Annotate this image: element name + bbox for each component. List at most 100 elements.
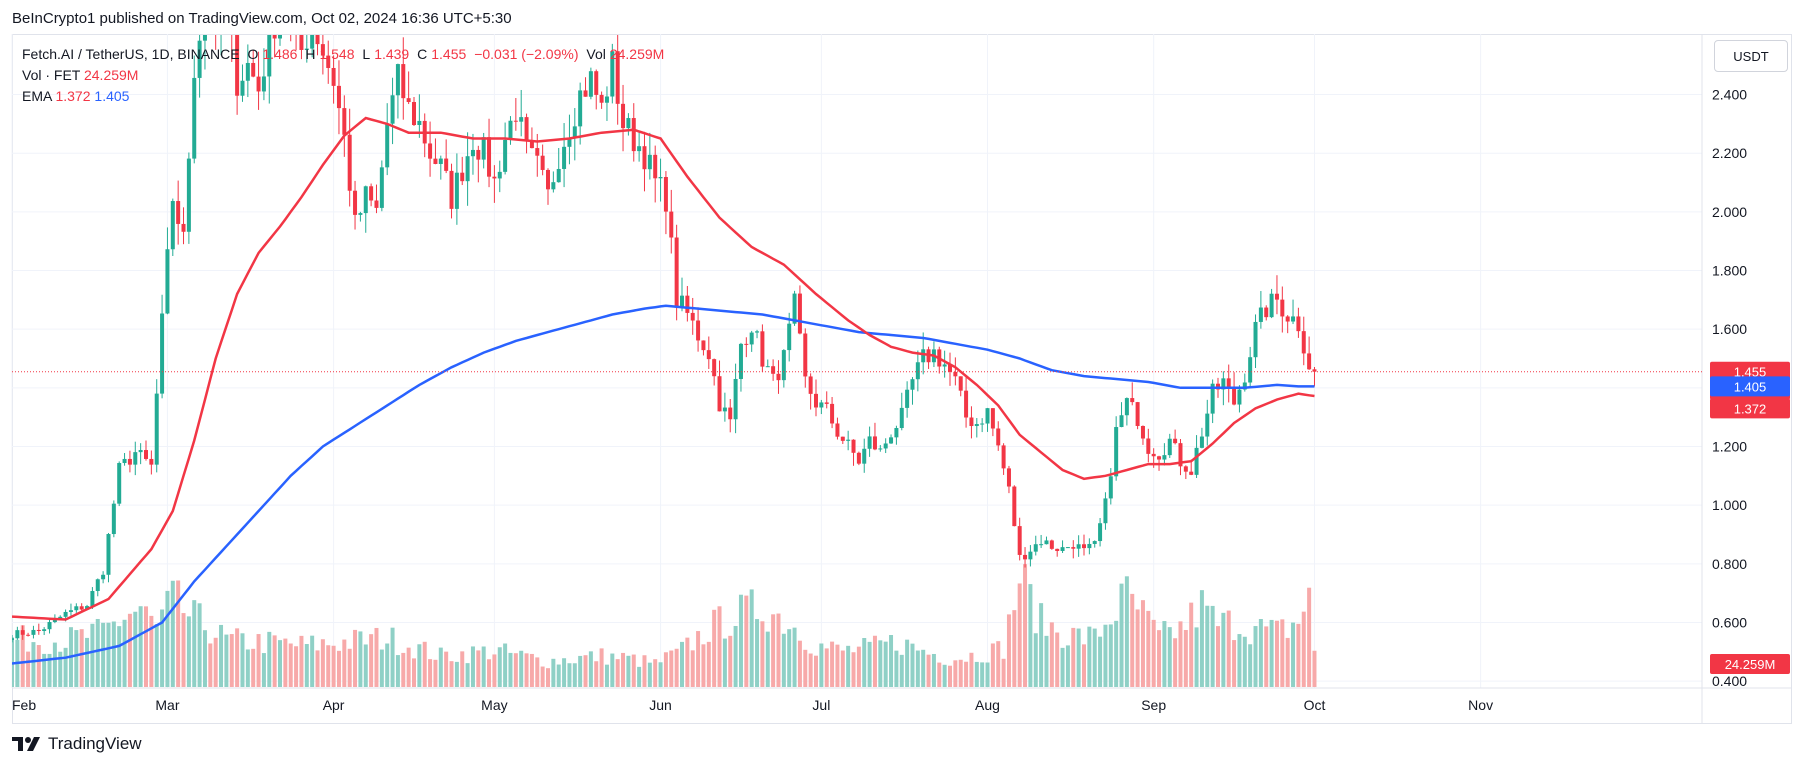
candle-body[interactable]: [722, 407, 727, 412]
candle-body[interactable]: [304, 48, 309, 50]
candle-body[interactable]: [20, 630, 25, 635]
candle-body[interactable]: [840, 436, 845, 441]
candle-body[interactable]: [374, 200, 379, 208]
candle-body[interactable]: [492, 176, 497, 179]
candle-body[interactable]: [63, 611, 68, 617]
candle-body[interactable]: [117, 463, 122, 504]
candle-body[interactable]: [733, 378, 738, 420]
candle-body[interactable]: [1071, 547, 1076, 549]
candle-body[interactable]: [615, 51, 620, 104]
candle-body[interactable]: [905, 389, 910, 408]
candle-body[interactable]: [1087, 543, 1092, 549]
candle-body[interactable]: [497, 171, 502, 179]
candle-body[interactable]: [712, 359, 717, 377]
candle-body[interactable]: [214, 34, 218, 35]
candle-body[interactable]: [728, 407, 733, 420]
candle-body[interactable]: [385, 123, 390, 168]
candle-body[interactable]: [111, 503, 116, 535]
candle-body[interactable]: [1082, 544, 1086, 549]
candle-body[interactable]: [781, 350, 786, 381]
candle-body[interactable]: [610, 51, 615, 97]
candle-body[interactable]: [599, 94, 604, 103]
candle-body[interactable]: [122, 458, 127, 464]
candle-body[interactable]: [487, 137, 492, 177]
candle-body[interactable]: [626, 118, 631, 129]
candle-body[interactable]: [1274, 293, 1279, 300]
candle-body[interactable]: [390, 95, 395, 124]
candle-body[interactable]: [835, 423, 840, 437]
candle-body[interactable]: [444, 158, 449, 171]
candle-body[interactable]: [1108, 476, 1113, 499]
candle-body[interactable]: [315, 25, 320, 45]
candle-body[interactable]: [192, 77, 197, 159]
candle-body[interactable]: [797, 293, 802, 334]
legend-ema-row[interactable]: EMA 1.372 1.405: [22, 86, 668, 107]
candle-body[interactable]: [1237, 389, 1242, 405]
candle-body[interactable]: [235, 32, 240, 96]
candle-body[interactable]: [336, 85, 341, 109]
candle-body[interactable]: [294, 24, 298, 25]
candle-body[interactable]: [460, 172, 465, 182]
candle-body[interactable]: [1124, 398, 1129, 416]
candle-body[interactable]: [765, 366, 770, 368]
candle-body[interactable]: [894, 428, 899, 438]
candle-body[interactable]: [1146, 438, 1151, 454]
candle-body[interactable]: [792, 293, 797, 324]
candle-body[interactable]: [1296, 316, 1301, 332]
candle-body[interactable]: [706, 350, 711, 360]
candle-body[interactable]: [942, 364, 947, 367]
candle-body[interactable]: [1258, 307, 1263, 322]
candle-body[interactable]: [604, 96, 609, 103]
candle-body[interactable]: [969, 417, 974, 427]
symbol-name[interactable]: Fetch.AI / TetherUS, 1D, BINANCE: [22, 46, 240, 62]
candle-body[interactable]: [830, 403, 835, 424]
candle-body[interactable]: [1049, 540, 1054, 549]
candle-body[interactable]: [95, 579, 100, 592]
candle-body[interactable]: [1060, 547, 1065, 551]
candle-body[interactable]: [696, 320, 701, 341]
candle-body[interactable]: [1103, 498, 1108, 524]
candle-body[interactable]: [42, 629, 47, 631]
candle-body[interactable]: [1028, 551, 1033, 560]
candle-body[interactable]: [647, 154, 652, 170]
candle-body[interactable]: [438, 158, 443, 164]
candle-body[interactable]: [1280, 299, 1285, 317]
candle-body[interactable]: [540, 155, 545, 170]
candle-body[interactable]: [653, 154, 658, 179]
candle-body[interactable]: [980, 423, 985, 425]
candle-body[interactable]: [1199, 436, 1204, 448]
candle-body[interactable]: [824, 402, 829, 404]
candle-body[interactable]: [197, 40, 202, 78]
candle-body[interactable]: [583, 90, 588, 97]
candle-body[interactable]: [240, 80, 245, 96]
candle-body[interactable]: [867, 436, 872, 449]
candle-body[interactable]: [851, 439, 856, 453]
candle-body[interactable]: [1114, 427, 1119, 477]
candle-body[interactable]: [267, 26, 272, 77]
candle-body[interactable]: [1140, 425, 1145, 439]
candle-body[interactable]: [535, 148, 540, 156]
candle-body[interactable]: [369, 186, 374, 201]
candle-body[interactable]: [1194, 447, 1199, 475]
candle-body[interactable]: [1248, 357, 1253, 383]
candle-body[interactable]: [637, 146, 642, 152]
candle-body[interactable]: [690, 312, 695, 321]
candle-body[interactable]: [101, 574, 106, 580]
candle-body[interactable]: [578, 90, 583, 127]
candle-body[interactable]: [31, 629, 36, 635]
candle-body[interactable]: [572, 126, 577, 139]
candle-body[interactable]: [481, 137, 486, 160]
candle-body[interactable]: [862, 448, 867, 464]
candle-body[interactable]: [546, 169, 550, 190]
candle-body[interactable]: [883, 443, 888, 449]
candle-body[interactable]: [36, 629, 41, 631]
candle-body[interactable]: [106, 534, 111, 575]
candle-body[interactable]: [401, 64, 406, 99]
candle-body[interactable]: [261, 76, 266, 92]
candle-body[interactable]: [878, 448, 883, 450]
candle-body[interactable]: [68, 610, 73, 612]
candle-body[interactable]: [1264, 307, 1269, 318]
candle-body[interactable]: [1119, 415, 1124, 428]
candle-body[interactable]: [519, 117, 524, 122]
candle-body[interactable]: [465, 156, 470, 182]
